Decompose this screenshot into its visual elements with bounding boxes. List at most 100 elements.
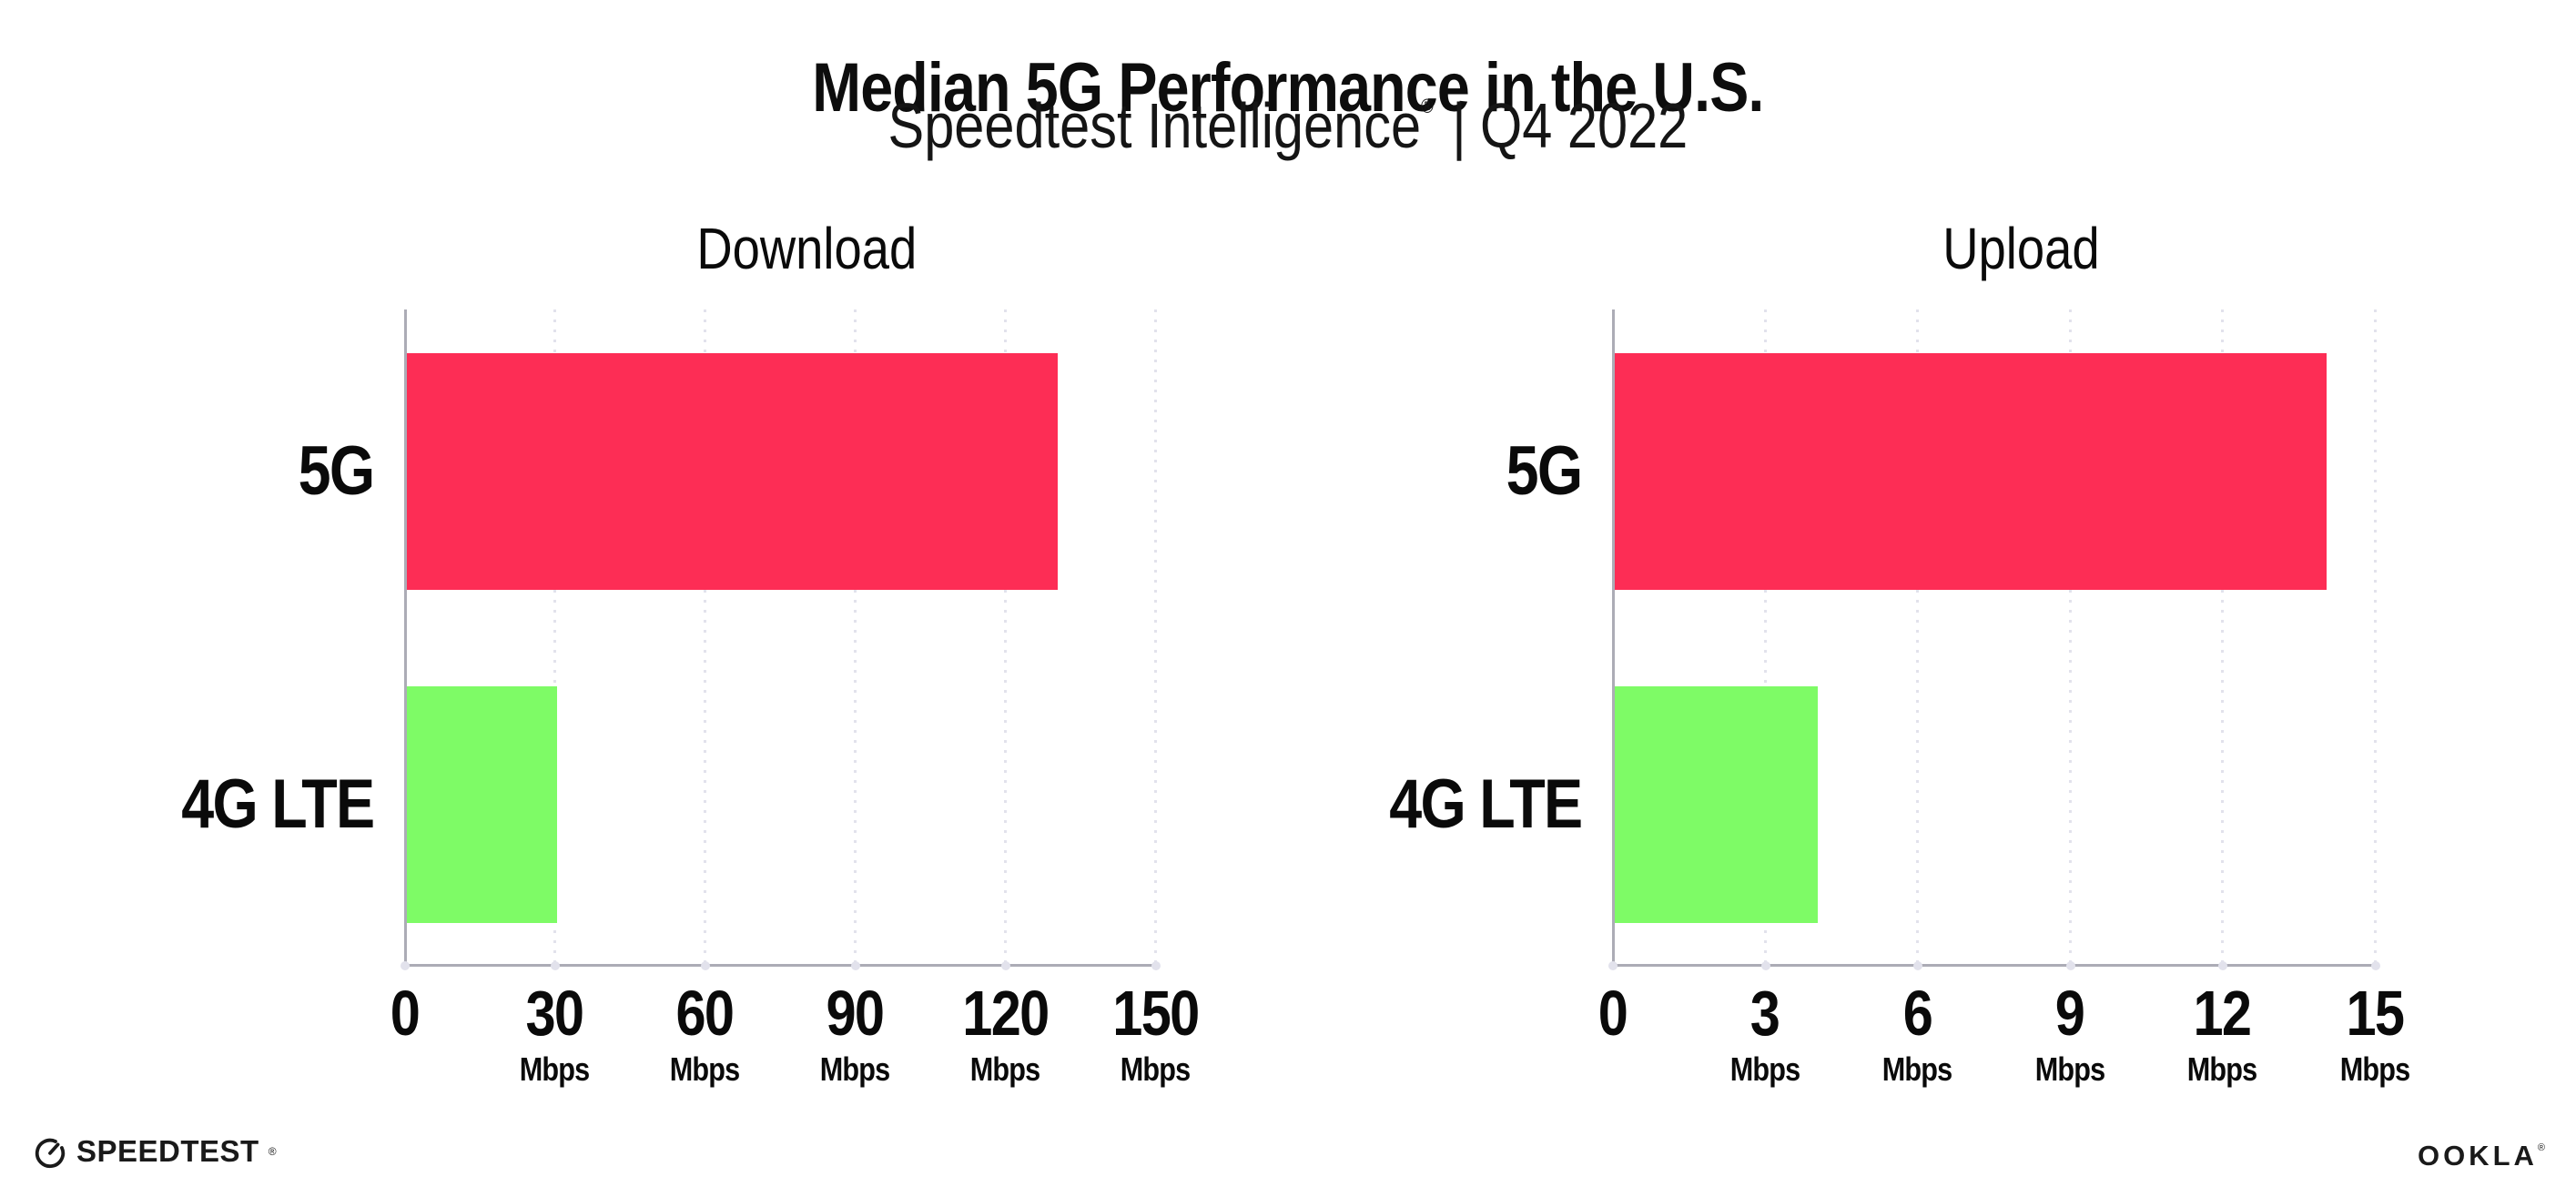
category-label-upload-5g: 5G	[1035, 426, 1582, 517]
x-tick-value: 120	[896, 979, 1114, 1047]
x-tick-unit: Mbps	[445, 1050, 664, 1089]
speedtest-registered-mark-icon: ®	[268, 1145, 277, 1158]
x-tick-download-90: 90 Mbps	[745, 979, 964, 1089]
x-tick-upload-3: 3 Mbps	[1656, 979, 1874, 1089]
x-tick-unit: Mbps	[1656, 1050, 1874, 1089]
x-tick-download-0: 0	[295, 979, 513, 1047]
x-tick-value-text: 0	[390, 978, 420, 1049]
x-tick-unit-text: Mbps	[1881, 1050, 1952, 1088]
ookla-registered-mark-icon: ®	[2537, 1142, 2545, 1153]
axis-tick-dot-download-30	[551, 961, 560, 970]
category-label-text: 4G LTE	[180, 765, 375, 843]
x-tick-unit-text: Mbps	[969, 1050, 1040, 1088]
gridline-download-120	[1004, 309, 1007, 964]
bar-upload-4g-lte	[1615, 685, 1819, 923]
x-tick-unit: Mbps	[2113, 1050, 2331, 1089]
x-tick-unit: Mbps	[595, 1050, 814, 1089]
bar-download-5g	[407, 353, 1058, 591]
x-tick-upload-6: 6 Mbps	[1808, 979, 2026, 1089]
chart-title-text-upload: Upload	[1942, 216, 2100, 281]
chart-title-upload: Upload	[1657, 216, 2385, 281]
x-tick-unit-text: Mbps	[2339, 1050, 2410, 1088]
subtitle-period: Q4 2022	[1480, 90, 1689, 161]
x-tick-value-text: 15	[2346, 978, 2405, 1049]
axis-tick-dot-download-120	[1001, 961, 1010, 970]
axis-tick-dot-download-0	[401, 961, 410, 970]
page-subtitle: Speedtest Intelligence® | Q4 2022	[0, 91, 2576, 161]
chart-title-download: Download	[442, 217, 1171, 281]
category-label-download-4g-lte: 4G LTE	[0, 759, 375, 850]
x-tick-value-text: 150	[1111, 978, 1200, 1049]
x-tick-unit: Mbps	[1046, 1050, 1264, 1089]
x-tick-value: 15	[2266, 979, 2484, 1047]
x-tick-unit-text: Mbps	[2034, 1050, 2105, 1088]
axis-tick-dot-download-60	[701, 961, 710, 970]
x-tick-upload-0: 0	[1503, 979, 1721, 1047]
x-tick-unit: Mbps	[896, 1050, 1114, 1089]
page-title-text: Median 5G Performance in the U.S.	[812, 48, 1764, 127]
axis-tick-dot-upload-9	[2065, 961, 2075, 970]
x-tick-unit: Mbps	[1961, 1050, 2179, 1089]
category-label-text: 4G LTE	[1388, 765, 1583, 843]
x-tick-value: 30	[445, 979, 664, 1047]
axis-tick-dot-download-150	[1151, 961, 1161, 970]
x-tick-value-text: 30	[525, 978, 584, 1049]
plot-area-upload	[1608, 309, 2380, 970]
x-tick-value: 0	[1503, 979, 1721, 1047]
x-tick-value-text: 120	[961, 978, 1050, 1049]
speedtest-logo: SPEEDTEST ®	[33, 1134, 277, 1169]
gridline-upload-6	[1916, 309, 1920, 964]
speedtest-logo-text: SPEEDTEST	[76, 1134, 259, 1168]
gridline-upload-3	[1763, 309, 1767, 964]
gridline-download-90	[854, 309, 857, 964]
x-tick-download-150: 150 Mbps	[1046, 979, 1264, 1089]
x-tick-value: 90	[745, 979, 964, 1047]
x-tick-download-30: 30 Mbps	[445, 979, 664, 1089]
registered-mark-icon: ®	[1421, 95, 1434, 117]
gridline-download-60	[704, 309, 706, 964]
axis-tick-dot-upload-3	[1760, 961, 1770, 970]
plot-area-download	[401, 309, 1161, 970]
gridline-upload-15	[2374, 309, 2377, 964]
subtitle-brand: Speedtest Intelligence	[887, 90, 1422, 161]
category-label-text: 5G	[1506, 432, 1582, 511]
speedtest-gauge-icon	[35, 1138, 66, 1169]
x-tick-unit: Mbps	[745, 1050, 964, 1089]
x-tick-value-text: 12	[2193, 978, 2252, 1049]
x-tick-value-text: 9	[2055, 978, 2085, 1049]
x-tick-upload-12: 12 Mbps	[2113, 979, 2331, 1089]
x-tick-unit: Mbps	[2266, 1050, 2484, 1089]
category-label-upload-4g-lte: 4G LTE	[1035, 759, 1583, 850]
x-tick-unit-text: Mbps	[819, 1050, 890, 1088]
x-tick-value: 6	[1808, 979, 2026, 1047]
x-tick-unit-text: Mbps	[2187, 1050, 2257, 1088]
gridline-upload-12	[2221, 309, 2225, 964]
axis-tick-dot-upload-12	[2218, 961, 2228, 970]
x-tick-unit: Mbps	[1808, 1050, 2026, 1089]
category-label-text: 5G	[298, 432, 374, 511]
category-label-download-5g: 5G	[0, 426, 374, 517]
x-tick-unit-text: Mbps	[1120, 1050, 1191, 1088]
page-title: Median 5G Performance in the U.S.	[0, 52, 2576, 125]
subtitle-separator: |	[1452, 90, 1466, 161]
x-tick-unit-text: Mbps	[1729, 1050, 1800, 1088]
x-tick-value: 60	[595, 979, 814, 1047]
x-tick-unit-text: Mbps	[519, 1050, 590, 1088]
gridline-download-30	[553, 309, 556, 964]
axis-tick-dot-upload-6	[1913, 961, 1923, 970]
x-tick-download-120: 120 Mbps	[896, 979, 1114, 1089]
x-tick-upload-15: 15 Mbps	[2266, 979, 2484, 1089]
x-tick-value-text: 6	[1902, 978, 1932, 1049]
x-tick-value: 9	[1961, 979, 2179, 1047]
x-tick-value-text: 60	[675, 978, 735, 1049]
x-tick-value-text: 0	[1597, 978, 1628, 1049]
x-tick-download-60: 60 Mbps	[595, 979, 814, 1089]
x-tick-value: 3	[1656, 979, 1874, 1047]
x-tick-value: 12	[2113, 979, 2331, 1047]
x-tick-value-text: 3	[1749, 978, 1780, 1049]
x-tick-value: 150	[1046, 979, 1264, 1047]
x-tick-value-text: 90	[826, 978, 885, 1049]
x-tick-value: 0	[295, 979, 513, 1047]
x-tick-unit-text: Mbps	[669, 1050, 740, 1088]
